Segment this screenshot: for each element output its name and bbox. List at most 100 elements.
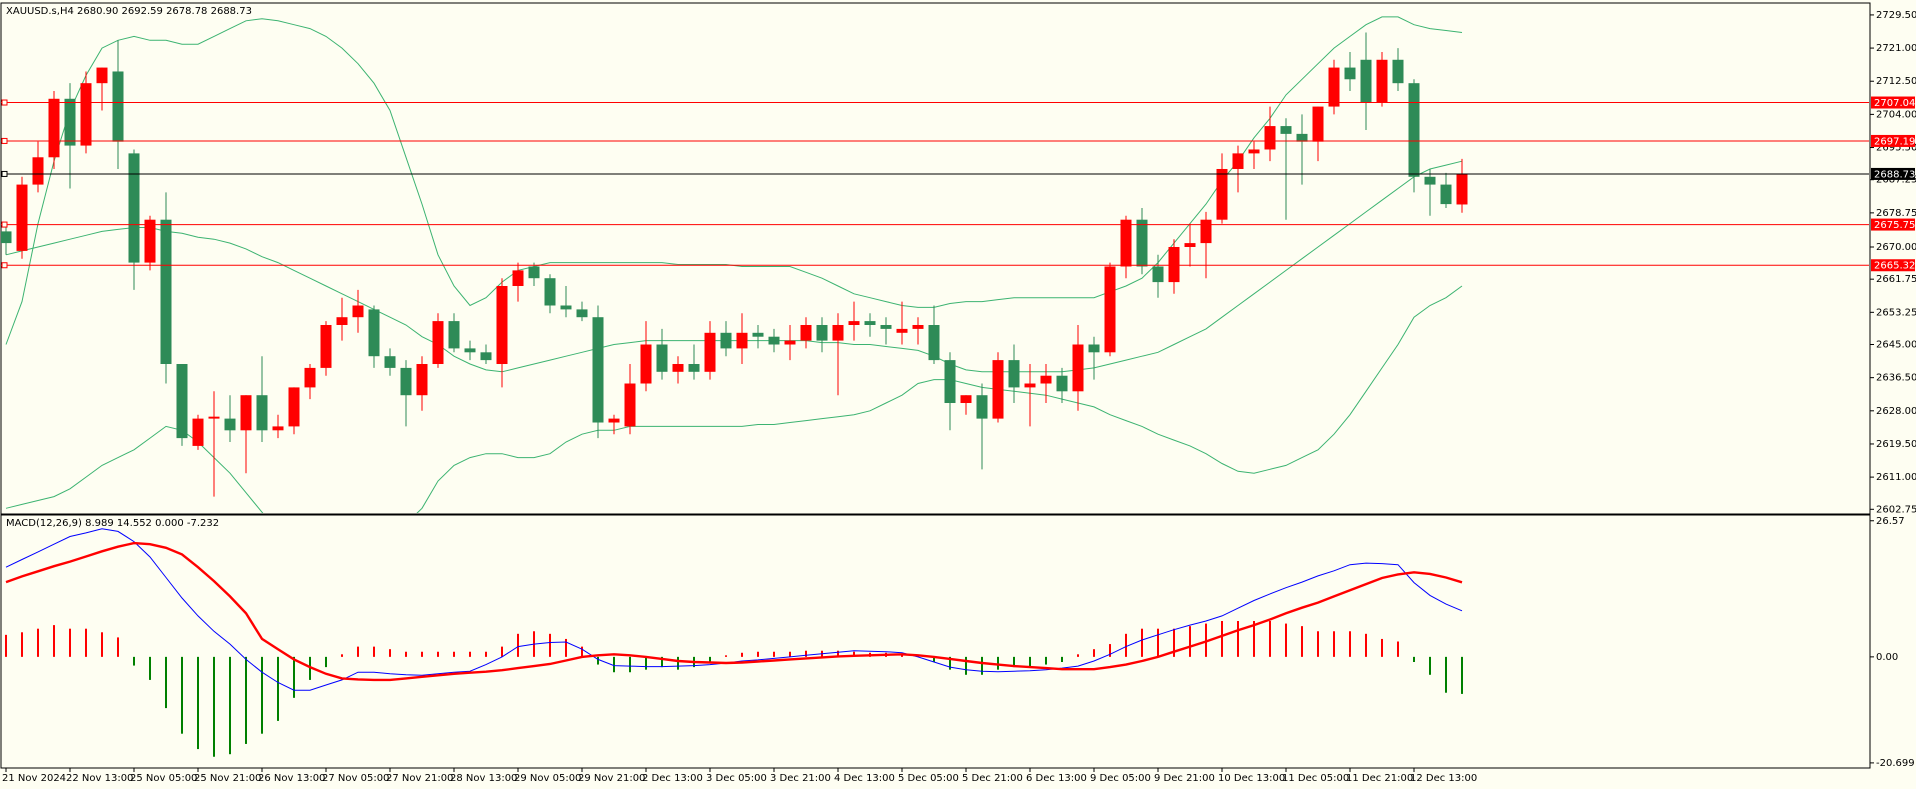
candle-body — [992, 360, 1004, 419]
candle-body — [944, 360, 956, 404]
candle-body — [240, 395, 252, 431]
candle-body — [208, 416, 220, 419]
y-tick-label: 26.57 — [1876, 516, 1905, 527]
candle-body — [928, 325, 940, 361]
candle-body — [1200, 219, 1212, 244]
candle-body — [688, 364, 700, 372]
price-level-tag — [1871, 259, 1915, 272]
candle-body — [96, 67, 108, 84]
x-tick-label: 9 Dec 05:00 — [1090, 773, 1151, 784]
x-tick-label: 6 Dec 13:00 — [1026, 773, 1087, 784]
candle-body — [80, 83, 92, 146]
indicator-line — [5, 160, 1463, 373]
price-level-tag — [1871, 167, 1915, 180]
candle-body — [1408, 83, 1420, 177]
candle-body — [320, 325, 332, 368]
candle-body — [496, 285, 508, 365]
x-tick-label: 27 Nov 05:00 — [322, 773, 389, 784]
candle-body — [64, 98, 76, 146]
y-tick-label: 2628.00 — [1876, 406, 1916, 417]
macd-title: MACD(12,26,9) 8.989 14.552 0.000 -7.232 — [6, 518, 219, 529]
candle-body — [1072, 344, 1084, 392]
x-tick-label: 2 Dec 13:00 — [642, 773, 703, 784]
candle-body — [1296, 133, 1308, 142]
price-level-label: 2665.32 — [1874, 261, 1915, 272]
price-level-tag — [1871, 218, 1915, 231]
candle-body — [1376, 59, 1388, 103]
x-tick-label: 22 Nov 13:00 — [66, 773, 133, 784]
x-tick-label: 28 Nov 13:00 — [450, 773, 517, 784]
candle-body — [336, 317, 348, 326]
candle-body — [400, 367, 412, 396]
candle-body — [656, 344, 668, 372]
candle-body — [960, 395, 972, 404]
y-tick-label: 2653.25 — [1876, 307, 1916, 318]
candle-body — [1312, 106, 1324, 142]
chart-title: XAUUSD.s,H4 2680.90 2692.59 2678.78 2688… — [6, 6, 252, 17]
candle-body — [784, 340, 796, 345]
candle-body — [1328, 67, 1340, 107]
price-level-label: 2688.73 — [1874, 169, 1915, 180]
y-tick-label: 2670.00 — [1876, 242, 1916, 253]
candle-body — [976, 395, 988, 419]
y-tick-label: 2712.50 — [1876, 76, 1916, 87]
price-level-marker — [1, 262, 8, 269]
candle-body — [1136, 219, 1148, 267]
candle-body — [48, 98, 60, 158]
indicator-line — [5, 285, 1463, 513]
candle-body — [592, 317, 604, 423]
candle-body — [304, 367, 316, 388]
candle-body — [1088, 344, 1100, 353]
candle-body — [816, 325, 828, 341]
candle-body — [368, 309, 380, 357]
axes: 2729.50 2721.00 2712.50 2704.00 2695.50 2687.… — [1, 3, 1916, 784]
candle-body — [432, 321, 444, 365]
y-tick-label: -20.699 — [1876, 758, 1915, 769]
candle-body — [384, 356, 396, 368]
y-tick-label: 2695.50 — [1876, 143, 1916, 154]
candle-body — [896, 328, 908, 333]
candle-body — [1056, 375, 1068, 392]
candle-body — [1280, 126, 1292, 134]
candle-body — [864, 321, 876, 326]
candle-body — [832, 325, 844, 341]
candle-body — [704, 332, 716, 372]
x-tick-label: 25 Nov 21:00 — [194, 773, 261, 784]
candle-body — [1344, 67, 1356, 80]
x-tick-label: 21 Nov 2024 — [2, 773, 66, 784]
x-tick-label: 12 Dec 13:00 — [1410, 773, 1477, 784]
y-tick-label: 2678.75 — [1876, 208, 1916, 219]
candle-body — [1216, 168, 1228, 220]
y-tick-label: 0.00 — [1876, 652, 1898, 663]
candle-body — [1168, 246, 1180, 283]
candle-body — [528, 266, 540, 279]
candle-body — [16, 184, 28, 251]
candle-body — [1360, 59, 1372, 103]
candle-body — [880, 325, 892, 329]
candle-body — [640, 344, 652, 384]
macd-plot — [5, 528, 1463, 757]
price-level-marker — [1, 221, 8, 228]
candle-body — [560, 305, 572, 310]
x-tick-label: 11 Dec 05:00 — [1282, 773, 1349, 784]
candle-body — [768, 336, 780, 345]
main-plot — [1, 16, 1869, 513]
candle-body — [192, 418, 204, 446]
candle-body — [800, 325, 812, 341]
candle-body — [176, 364, 188, 439]
x-tick-label: 5 Dec 21:00 — [962, 773, 1023, 784]
candle-body — [848, 321, 860, 326]
candle-body — [544, 278, 556, 306]
y-tick-label: 2721.00 — [1876, 43, 1916, 54]
x-tick-label: 5 Dec 05:00 — [898, 773, 959, 784]
candle-body — [1424, 176, 1436, 185]
candle-body — [480, 352, 492, 361]
price-level-marker — [1, 99, 8, 106]
y-tick-label: 2636.50 — [1876, 373, 1916, 384]
x-tick-label: 26 Nov 13:00 — [258, 773, 325, 784]
candle-body — [576, 309, 588, 318]
x-tick-label: 10 Dec 13:00 — [1218, 773, 1285, 784]
candle-body — [672, 364, 684, 372]
